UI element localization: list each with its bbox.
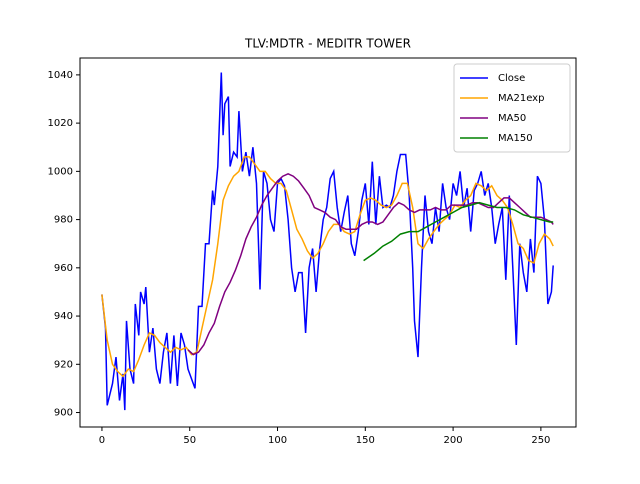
y-tick-label: 920 [54, 359, 73, 370]
legend-label: MA21exp [498, 93, 544, 104]
line-series [101, 72, 554, 411]
y-tick-label: 1040 [48, 70, 73, 81]
x-tick-label: 250 [531, 435, 550, 446]
y-tick-label: 940 [54, 311, 73, 322]
x-tick-label: 150 [356, 435, 375, 446]
line-series [363, 201, 554, 262]
x-tick-label: 50 [183, 435, 196, 446]
plot-frame [79, 57, 577, 428]
x-tick-label: 0 [99, 435, 105, 446]
line-series [187, 172, 554, 356]
legend-label: MA150 [498, 133, 533, 144]
y-tick-label: 900 [54, 408, 73, 419]
y-tick-label: 1000 [48, 166, 73, 177]
chart-title: TLV:MDTR - MEDITR TOWER [244, 37, 411, 51]
y-tick-label: 1020 [48, 118, 73, 129]
y-tick-label: 960 [54, 263, 73, 274]
x-tick-label: 200 [444, 435, 463, 446]
line-series [101, 156, 554, 378]
legend-box [453, 63, 571, 153]
x-tick-label: 100 [268, 435, 287, 446]
y-tick-label: 980 [54, 215, 73, 226]
legend-label: Close [498, 73, 525, 84]
legend-label: MA50 [498, 113, 526, 124]
